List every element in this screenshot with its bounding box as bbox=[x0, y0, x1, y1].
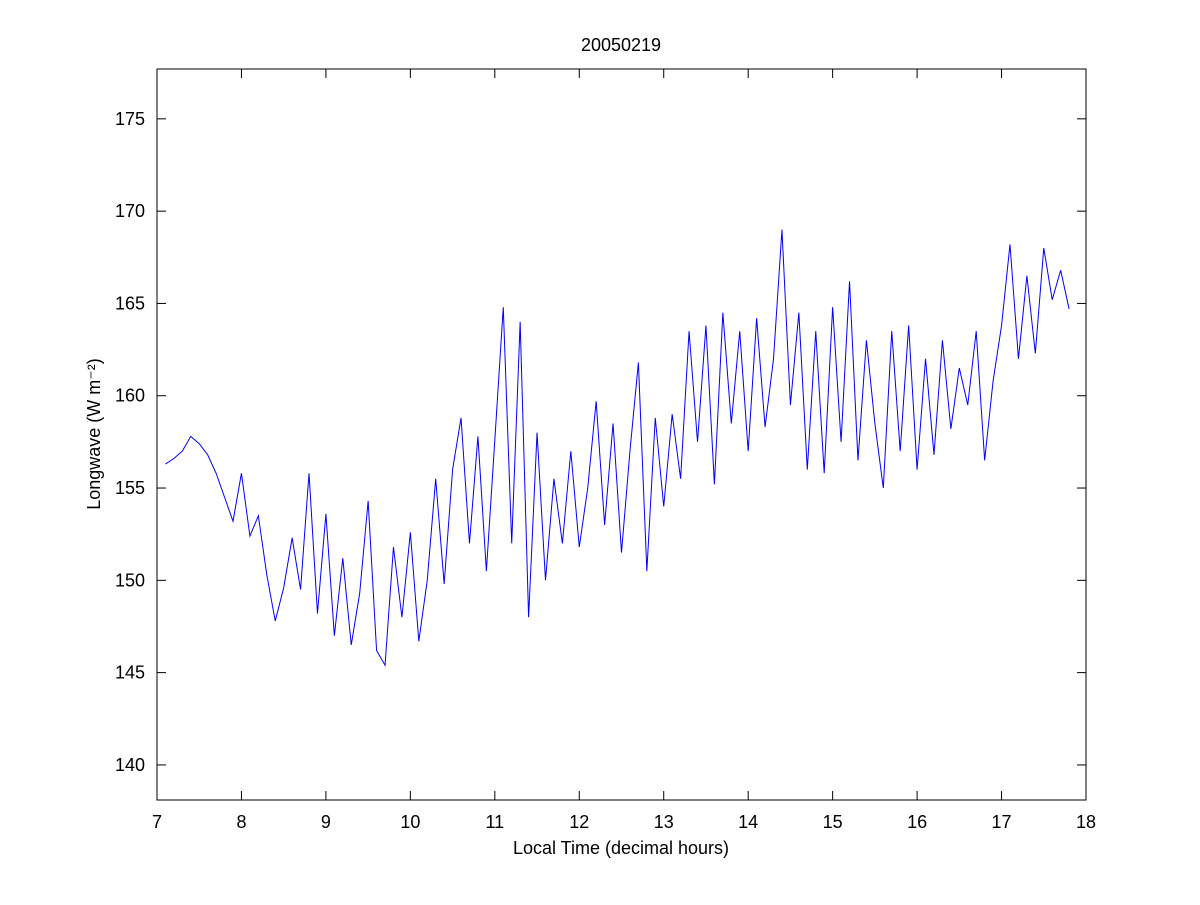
y-tick-label: 140 bbox=[115, 755, 145, 775]
y-tick-label: 175 bbox=[115, 109, 145, 129]
y-tick-label: 150 bbox=[115, 570, 145, 590]
y-tick-label: 155 bbox=[115, 478, 145, 498]
y-axis-label: Longwave (W m⁻²) bbox=[84, 358, 104, 510]
x-tick-label: 7 bbox=[152, 812, 162, 832]
x-tick-label: 12 bbox=[569, 812, 589, 832]
plot-area bbox=[156, 68, 1087, 801]
chart-title: 20050219 bbox=[581, 35, 661, 55]
x-tick-label: 9 bbox=[321, 812, 331, 832]
x-tick-label: 8 bbox=[236, 812, 246, 832]
x-tick-label: 14 bbox=[738, 812, 758, 832]
y-tick-label: 145 bbox=[115, 663, 145, 683]
x-tick-label: 10 bbox=[400, 812, 420, 832]
x-tick-label: 13 bbox=[654, 812, 674, 832]
y-tick-label: 165 bbox=[115, 293, 145, 313]
y-tick-label: 170 bbox=[115, 201, 145, 221]
x-tick-label: 11 bbox=[485, 812, 504, 832]
x-tick-label: 16 bbox=[907, 812, 927, 832]
x-tick-label: 17 bbox=[992, 812, 1012, 832]
data-line bbox=[165, 229, 1070, 667]
x-tick-label: 18 bbox=[1076, 812, 1096, 832]
x-tick-label: 15 bbox=[823, 812, 843, 832]
y-tick-label: 160 bbox=[115, 386, 145, 406]
x-axis-label: Local Time (decimal hours) bbox=[513, 838, 729, 858]
